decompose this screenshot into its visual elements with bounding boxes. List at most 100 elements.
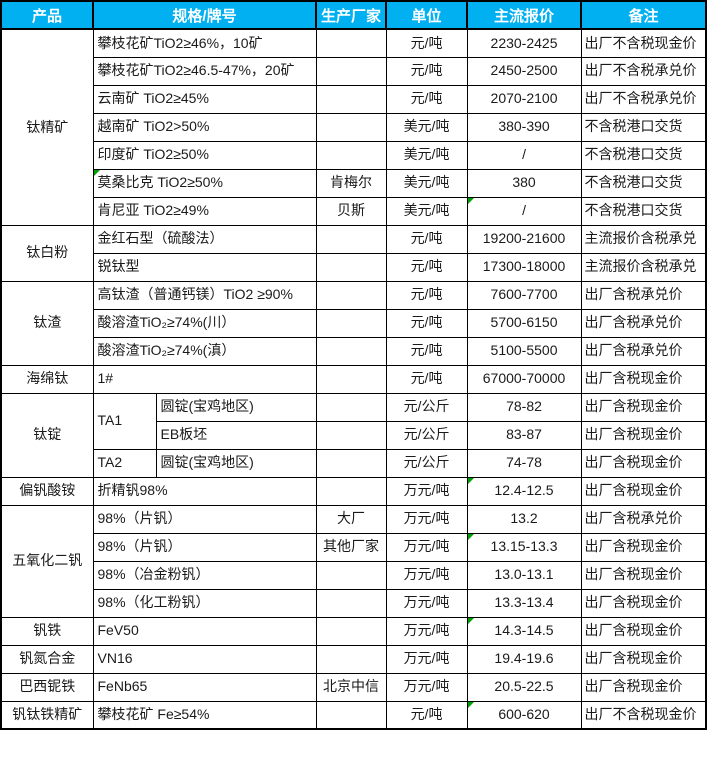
manufacturer-cell[interactable] [315,364,387,394]
unit-cell[interactable]: 万元/吨 [385,672,468,702]
unit-cell[interactable]: 元/吨 [385,700,468,730]
unit-cell[interactable]: 元/公斤 [385,420,468,450]
note-cell[interactable]: 出厂不含税现金价 [580,700,707,730]
price-cell[interactable]: 78-82 [466,392,582,422]
col-header-note[interactable]: 备注 [580,0,708,30]
col-header-manufacturer[interactable]: 生产厂家 [315,0,388,30]
note-cell[interactable]: 出厂含税现金价 [580,588,707,618]
unit-cell[interactable]: 元/吨 [385,224,468,254]
unit-cell[interactable]: 元/吨 [385,364,468,394]
price-cell[interactable]: 2070-2100 [466,84,582,114]
note-cell[interactable]: 出厂含税现金价 [580,392,707,422]
product-cell[interactable]: 钒钛铁精矿 [0,700,94,730]
manufacturer-cell[interactable]: 大厂 [315,504,387,534]
price-cell[interactable]: 14.3-14.5 [466,616,582,646]
manufacturer-cell[interactable] [315,252,387,282]
note-cell[interactable]: 不含税港口交货 [580,112,707,142]
price-cell[interactable]: 67000-70000 [466,364,582,394]
manufacturer-cell[interactable] [315,84,387,114]
product-cell[interactable]: 海绵钛 [0,364,94,394]
manufacturer-cell[interactable] [315,448,387,478]
unit-cell[interactable]: 元/吨 [385,56,468,86]
unit-cell[interactable]: 元/吨 [385,84,468,114]
spec-cell[interactable]: 莫桑比克 TiO2≥50% [92,168,317,198]
unit-cell[interactable]: 万元/吨 [385,588,468,618]
note-cell[interactable]: 出厂含税现金价 [580,532,707,562]
price-cell[interactable]: / [466,140,582,170]
spec-cell[interactable]: 攀枝花矿TiO2≥46.5-47%，20矿 [92,56,317,86]
spec-cell[interactable]: 圆锭(宝鸡地区) [155,448,317,478]
manufacturer-cell[interactable]: 贝斯 [315,196,387,226]
price-cell[interactable]: 5700-6150 [466,308,582,338]
product-cell[interactable]: 钛渣 [0,280,94,366]
spec-cell[interactable]: 高钛渣（普通钙镁）TiO2 ≥90% [92,280,317,310]
price-cell[interactable]: 2450-2500 [466,56,582,86]
spec-cell[interactable]: 印度矿 TiO2≥50% [92,140,317,170]
spec-cell[interactable]: 折精钒98% [92,476,317,506]
price-cell[interactable]: 7600-7700 [466,280,582,310]
spec-cell[interactable]: 攀枝花矿 Fe≥54% [92,700,317,730]
price-cell[interactable]: 17300-18000 [466,252,582,282]
spec-cell[interactable]: 越南矿 TiO2>50% [92,112,317,142]
note-cell[interactable]: 出厂含税承兑价 [580,280,707,310]
manufacturer-cell[interactable] [315,224,387,254]
manufacturer-cell[interactable]: 其他厂家 [315,532,387,562]
unit-cell[interactable]: 元/公斤 [385,448,468,478]
price-cell[interactable]: 600-620 [466,700,582,730]
manufacturer-cell[interactable] [315,112,387,142]
product-cell[interactable]: 钒铁 [0,616,94,646]
note-cell[interactable]: 主流报价含税承兑 [580,224,707,254]
unit-cell[interactable]: 元/吨 [385,252,468,282]
note-cell[interactable]: 出厂不含税承兑价 [580,84,707,114]
unit-cell[interactable]: 元/吨 [385,308,468,338]
price-cell[interactable]: 5100-5500 [466,336,582,366]
unit-cell[interactable]: 万元/吨 [385,532,468,562]
spec-cell[interactable]: FeNb65 [92,672,317,702]
unit-cell[interactable]: 元/吨 [385,336,468,366]
product-cell[interactable]: 钛锭 [0,392,94,478]
note-cell[interactable]: 出厂含税承兑价 [580,504,707,534]
spec-cell[interactable]: 圆锭(宝鸡地区) [155,392,317,422]
manufacturer-cell[interactable] [315,616,387,646]
manufacturer-cell[interactable]: 肯梅尔 [315,168,387,198]
note-cell[interactable]: 出厂含税承兑价 [580,308,707,338]
note-cell[interactable]: 出厂含税现金价 [580,420,707,450]
price-cell[interactable]: 20.5-22.5 [466,672,582,702]
spec-cell[interactable]: 98%（化工粉钒） [92,588,317,618]
manufacturer-cell[interactable] [315,280,387,310]
unit-cell[interactable]: 万元/吨 [385,644,468,674]
product-cell[interactable]: 钛精矿 [0,28,94,226]
grade-cell[interactable]: TA1 [92,392,157,450]
price-cell[interactable]: 19.4-19.6 [466,644,582,674]
unit-cell[interactable]: 美元/吨 [385,168,468,198]
unit-cell[interactable]: 万元/吨 [385,616,468,646]
unit-cell[interactable]: 元/吨 [385,28,468,58]
manufacturer-cell[interactable]: 北京中信 [315,672,387,702]
col-header-spec[interactable]: 规格/牌号 [91,0,318,30]
note-cell[interactable]: 不含税港口交货 [580,140,707,170]
manufacturer-cell[interactable] [315,420,387,450]
price-cell[interactable]: 83-87 [466,420,582,450]
unit-cell[interactable]: 美元/吨 [385,112,468,142]
spec-cell[interactable]: 肯尼亚 TiO2≥49% [92,196,317,226]
grade-cell[interactable]: TA2 [92,448,157,478]
manufacturer-cell[interactable] [315,644,387,674]
spec-cell[interactable]: 1# [92,364,317,394]
manufacturer-cell[interactable] [315,560,387,590]
unit-cell[interactable]: 万元/吨 [385,476,468,506]
price-cell[interactable]: 2230-2425 [466,28,582,58]
col-header-unit[interactable]: 单位 [385,0,469,30]
spec-cell[interactable]: 98%（片钒） [92,504,317,534]
note-cell[interactable]: 主流报价含税承兑 [580,252,707,282]
unit-cell[interactable]: 元/公斤 [385,392,468,422]
spec-cell[interactable]: 攀枝花矿TiO2≥46%，10矿 [92,28,317,58]
note-cell[interactable]: 出厂含税现金价 [580,364,707,394]
price-cell[interactable]: 12.4-12.5 [466,476,582,506]
note-cell[interactable]: 出厂含税现金价 [580,616,707,646]
price-cell[interactable]: 13.2 [466,504,582,534]
price-cell[interactable]: / [466,196,582,226]
price-cell[interactable]: 13.0-13.1 [466,560,582,590]
unit-cell[interactable]: 万元/吨 [385,560,468,590]
note-cell[interactable]: 出厂不含税现金价 [580,28,707,58]
manufacturer-cell[interactable] [315,476,387,506]
